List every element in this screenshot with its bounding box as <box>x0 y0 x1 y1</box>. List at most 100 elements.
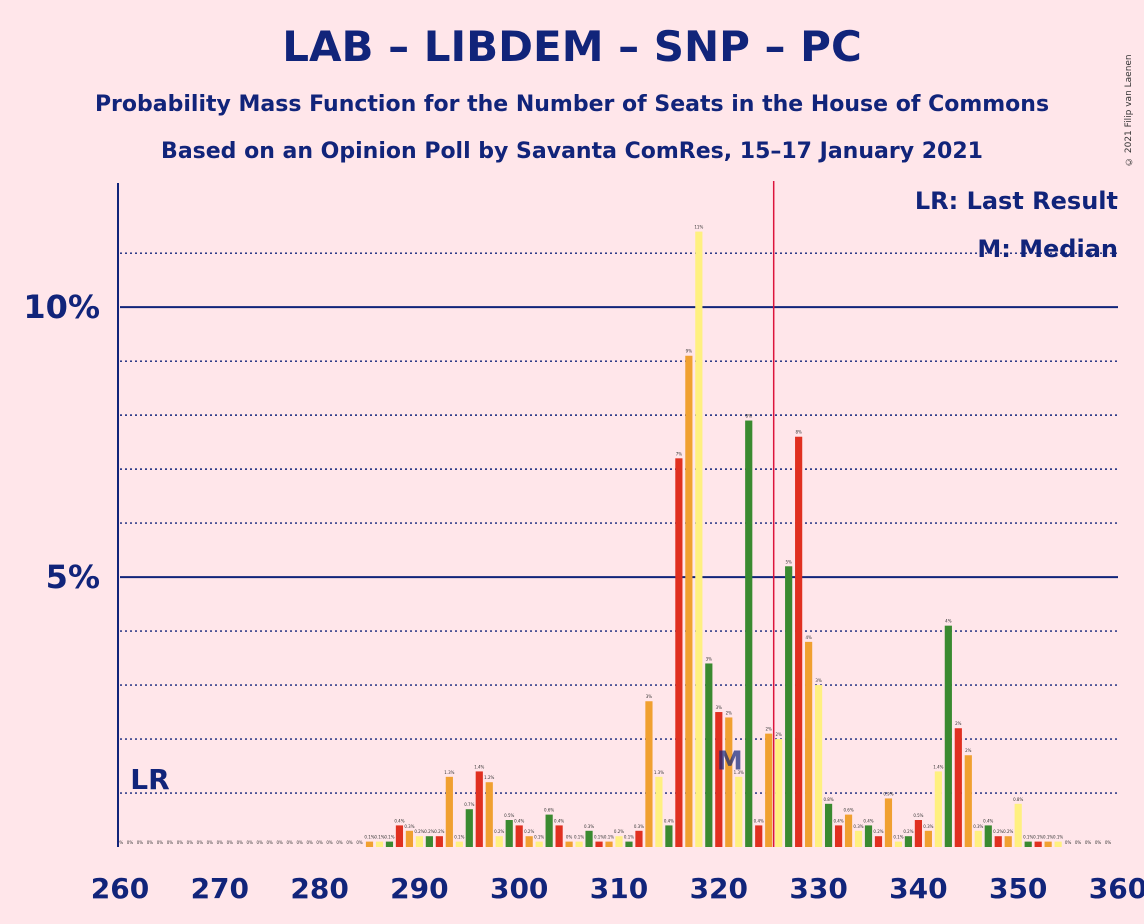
bar-label-seat-268: 0% <box>197 840 204 845</box>
bar-seat-311 <box>625 841 633 847</box>
bar-label-seat-347: 0.4% <box>983 818 993 823</box>
bar-seat-297 <box>485 782 493 847</box>
y-tick-10: 10% <box>23 288 100 326</box>
bar-label-seat-292: 0.2% <box>434 829 444 834</box>
bar-label-seat-271: 0% <box>227 840 234 845</box>
bar-seat-320 <box>715 712 723 847</box>
bar-label-seat-260: 0% <box>117 840 124 845</box>
bar-seat-340 <box>914 820 922 847</box>
bar-label-seat-310: 0.2% <box>614 829 624 834</box>
bar-seat-313 <box>645 701 653 847</box>
bar-label-seat-357: 0% <box>1085 840 1092 845</box>
bar-seat-302 <box>535 841 543 847</box>
bar-label-seat-350: 0.8% <box>1013 797 1023 802</box>
bar-label-seat-312: 0.3% <box>634 824 644 829</box>
bar-seat-325 <box>765 733 773 847</box>
bar-label-seat-330: 3% <box>815 678 822 683</box>
bar-label-seat-353: 0.1% <box>1043 835 1053 840</box>
bar-seat-306 <box>575 841 583 847</box>
bar-seat-293 <box>445 776 453 847</box>
bar-label-seat-338: 0.1% <box>893 835 903 840</box>
x-tick-290: 290 <box>390 872 448 905</box>
bar-seat-336 <box>874 836 883 847</box>
bar-seat-334 <box>854 830 863 847</box>
bar-label-seat-278: 0% <box>296 840 303 845</box>
bar-label-seat-283: 0% <box>346 840 353 845</box>
bar-label-seat-317: 9% <box>686 349 693 354</box>
bar-seat-337 <box>884 798 893 847</box>
bar-label-seat-352: 0.1% <box>1033 835 1043 840</box>
bar-label-seat-300: 0.4% <box>514 818 524 823</box>
bar-label-seat-261: 0% <box>127 840 134 845</box>
chart-subtitle: Probability Mass Function for the Number… <box>94 92 1050 117</box>
bar-label-seat-270: 0% <box>217 840 224 845</box>
bar-seat-346 <box>974 830 982 847</box>
median-marker: M <box>717 746 743 776</box>
bar-label-seat-275: 0% <box>267 840 274 845</box>
bar-label-seat-323: 8% <box>746 414 753 419</box>
bar-seat-329 <box>805 641 813 847</box>
legend-median: M: Median <box>977 235 1118 263</box>
bar-seat-348 <box>994 836 1002 847</box>
bar-seat-323 <box>745 420 753 847</box>
x-tick-330: 330 <box>789 872 847 905</box>
x-tick-270: 270 <box>191 872 249 905</box>
bar-seat-353 <box>1044 841 1052 847</box>
bar-seat-327 <box>785 566 793 847</box>
bar-label-seat-336: 0.2% <box>873 829 883 834</box>
bar-label-seat-297: 1.2% <box>484 775 494 780</box>
bar-label-seat-293: 1.3% <box>444 770 454 775</box>
bar-seat-326 <box>775 739 783 847</box>
bar-label-seat-303: 0.6% <box>544 808 554 813</box>
bar-label-seat-355: 0% <box>1065 840 1072 845</box>
bar-seat-315 <box>665 825 673 847</box>
bar-seat-295 <box>465 809 473 847</box>
last-result-marker: LR <box>130 763 169 796</box>
bar-seat-316 <box>675 458 683 847</box>
bar-seat-330 <box>815 685 823 847</box>
bar-seat-298 <box>495 836 503 847</box>
bar-label-seat-294: 0.1% <box>454 835 464 840</box>
bar-seat-322 <box>735 776 743 847</box>
x-tick-260: 260 <box>91 872 149 905</box>
bar-seat-333 <box>844 814 853 847</box>
bar-label-seat-279: 0% <box>306 840 313 845</box>
bar-seat-344 <box>954 728 962 847</box>
bar-label-seat-346: 0.3% <box>973 824 983 829</box>
bar-label-seat-340: 0.5% <box>913 813 923 818</box>
bar-label-seat-345: 2% <box>965 748 972 753</box>
bar-seat-328 <box>795 436 803 847</box>
x-tick-320: 320 <box>690 872 748 905</box>
bar-seat-309 <box>605 841 613 847</box>
bar-label-seat-342: 1.4% <box>933 764 943 769</box>
bar-label-seat-273: 0% <box>247 840 254 845</box>
bar-seat-288 <box>395 825 404 847</box>
x-axis-ticks: 260 270 280 290 300 310 320 330 340 350 360 <box>91 872 1144 905</box>
legend-last-result: LR: Last Result <box>915 187 1118 215</box>
bar-label-seat-284: 0% <box>356 840 363 845</box>
bar-label-seat-322: 1.3% <box>734 770 744 775</box>
bar-label-seat-316: 7% <box>676 451 683 456</box>
bar-label-seat-307: 0.3% <box>584 824 594 829</box>
bar-seat-331 <box>824 803 833 847</box>
bar-label-seat-356: 0% <box>1075 840 1082 845</box>
bar-label-seat-343: 4% <box>945 619 952 624</box>
bar-seat-349 <box>1004 836 1012 847</box>
bar-label-seat-334: 0.3% <box>853 824 863 829</box>
bar-seat-292 <box>435 836 443 847</box>
bar-seat-285 <box>365 841 374 847</box>
bar-label-seat-329: 4% <box>805 635 812 640</box>
bar-label-seat-354: 0.1% <box>1053 835 1063 840</box>
bar-label-seat-358: 0% <box>1095 840 1102 845</box>
x-tick-350: 350 <box>989 872 1047 905</box>
bar-label-seat-333: 0.6% <box>843 808 853 813</box>
bar-label-seat-266: 0% <box>177 840 184 845</box>
gridlines <box>120 252 1118 794</box>
bar-seat-312 <box>635 830 643 847</box>
bar-label-seat-331: 0.8% <box>823 797 833 802</box>
bar-label-seat-314: 1.3% <box>654 770 664 775</box>
bar-label-seat-320: 3% <box>716 705 723 710</box>
bar-label-seat-349: 0.2% <box>1003 829 1013 834</box>
bar-label-seat-276: 0% <box>277 840 284 845</box>
bar-label-seat-301: 0.2% <box>524 829 534 834</box>
